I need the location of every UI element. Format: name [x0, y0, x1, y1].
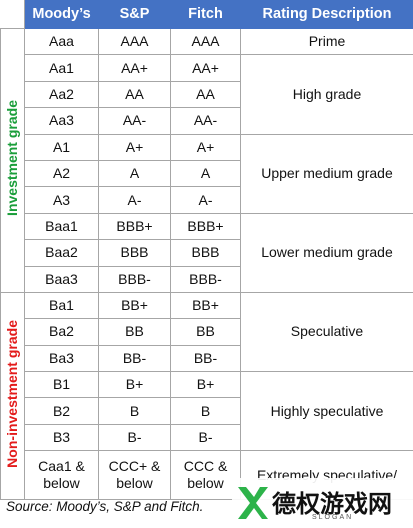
rating-row: Investment grade Aaa AAA AAA Prime [0, 27, 413, 293]
rating-row: Ba2 BB BB [1, 318, 413, 346]
sp-rating: A+ [98, 133, 171, 161]
group-label: Investment grade [4, 100, 20, 217]
column-header: S&P [98, 0, 171, 29]
watermark-logo [238, 487, 268, 519]
rating-row: Aa1 AA+ AA+ High grade [1, 54, 413, 135]
moodys-rating: Ba3 [24, 344, 99, 373]
moodys-rating: Aa1 [24, 54, 99, 82]
rating-description: Lower medium grade [240, 212, 413, 293]
group-label: Non-investment grade [4, 320, 20, 468]
fitch-rating: BB [170, 318, 241, 346]
moodys-rating: Baa3 [24, 265, 99, 293]
rating-row: A2 A A [1, 159, 413, 188]
sp-rating: B- [98, 423, 171, 452]
fitch-rating: CCC & below [170, 450, 241, 501]
rating-row: B1 B+ B+ Highly speculative [1, 371, 413, 452]
moodys-rating: Aa3 [24, 107, 99, 135]
sp-rating: B+ [98, 371, 171, 399]
rating-description: Speculative [240, 291, 413, 373]
moodys-rating: B3 [24, 423, 99, 452]
column-header: Fitch [170, 0, 241, 29]
fitch-rating: A+ [170, 133, 241, 161]
watermark-title: 德权游戏网 [272, 490, 392, 518]
moodys-rating: A2 [24, 159, 99, 188]
rating-row: Ba3 BB- BB- [1, 344, 413, 373]
fitch-rating: A [170, 159, 241, 188]
rating-row: Baa1 BBB+ BBB+ Lower medium grade [1, 212, 413, 293]
sp-rating: AAA [98, 27, 171, 56]
fitch-rating: AA- [170, 107, 241, 135]
fitch-rating: BB+ [170, 291, 241, 320]
moodys-rating: B2 [24, 397, 99, 425]
sp-rating: BB+ [98, 291, 171, 320]
fitch-rating: A- [170, 186, 241, 214]
table-body: Investment grade Aaa AAA AAA Prime Aa1 AA+ AA+ H… [0, 27, 413, 501]
group-label-cell: Non-investment grade [0, 291, 25, 501]
moodys-rating: Aa2 [24, 80, 99, 109]
sp-rating: BBB [98, 239, 171, 267]
moodys-rating: Caa1 & below [24, 450, 99, 501]
moodys-rating: Ba1 [24, 291, 99, 320]
sp-rating: BB- [98, 344, 171, 373]
fitch-rating: BBB+ [170, 212, 241, 241]
fitch-rating: B [170, 397, 241, 425]
ratings-table: Moody’s S&P Fitch Rating Description Invest… [0, 0, 413, 501]
column-header: Rating Description [240, 0, 413, 29]
moodys-rating: Baa2 [24, 239, 99, 267]
fitch-rating: AAA [170, 27, 241, 56]
fitch-rating: B- [170, 423, 241, 452]
sp-rating: A- [98, 186, 171, 214]
moodys-rating: Ba2 [24, 318, 99, 346]
rating-description: Upper medium grade [240, 133, 413, 214]
sp-rating: BBB- [98, 265, 171, 293]
rating-row: B3 B- B- [1, 423, 413, 452]
sp-rating: AA [98, 80, 171, 109]
group-label-cell: Investment grade [0, 28, 25, 293]
rating-row: Non-investment grade Ba1 BB+ BB+ Speculative [0, 291, 413, 501]
sp-rating: AA- [98, 107, 171, 135]
moodys-rating: A3 [24, 186, 99, 214]
moodys-rating: A1 [24, 133, 99, 161]
sp-rating: BBB+ [98, 212, 171, 241]
rating-row: Aa2 AA AA [1, 80, 413, 109]
rating-row: Caa1 & below CCC+ & below CCC & below Extre… [1, 450, 413, 501]
sp-rating: B [98, 397, 171, 425]
rating-description: High grade [240, 54, 413, 135]
rating-row: Aa3 AA- AA- [1, 107, 413, 135]
corner [0, 0, 25, 29]
fitch-rating: BBB- [170, 265, 241, 293]
sp-rating: CCC+ & below [98, 450, 171, 501]
fitch-rating: B+ [170, 371, 241, 399]
fitch-rating: BBB [170, 239, 241, 267]
fitch-rating: AA [170, 80, 241, 109]
rating-row: Baa3 BBB- BBB- [1, 265, 413, 293]
moodys-rating: Baa1 [24, 212, 99, 241]
rating-row: A1 A+ A+ Upper medium grade [1, 133, 413, 214]
rating-description: Prime [240, 27, 413, 56]
rating-row: A3 A- A- [1, 186, 413, 214]
fitch-rating: BB- [170, 344, 241, 373]
header-row: Moody’s S&P Fitch Rating Description [0, 0, 413, 29]
moodys-rating: Aaa [24, 27, 99, 56]
fitch-rating: AA+ [170, 54, 241, 82]
rating-description: Highly speculative [240, 371, 413, 452]
sp-rating: AA+ [98, 54, 171, 82]
column-header: Moody’s [24, 0, 99, 29]
watermark-slogan: SLOGAN [312, 514, 354, 521]
watermark: 德权游戏网 SLOGAN [232, 478, 413, 528]
source-note: Source: Moody’s, S&P and Fitch. [6, 499, 204, 514]
sp-rating: A [98, 159, 171, 188]
moodys-rating: B1 [24, 371, 99, 399]
sp-rating: BB [98, 318, 171, 346]
